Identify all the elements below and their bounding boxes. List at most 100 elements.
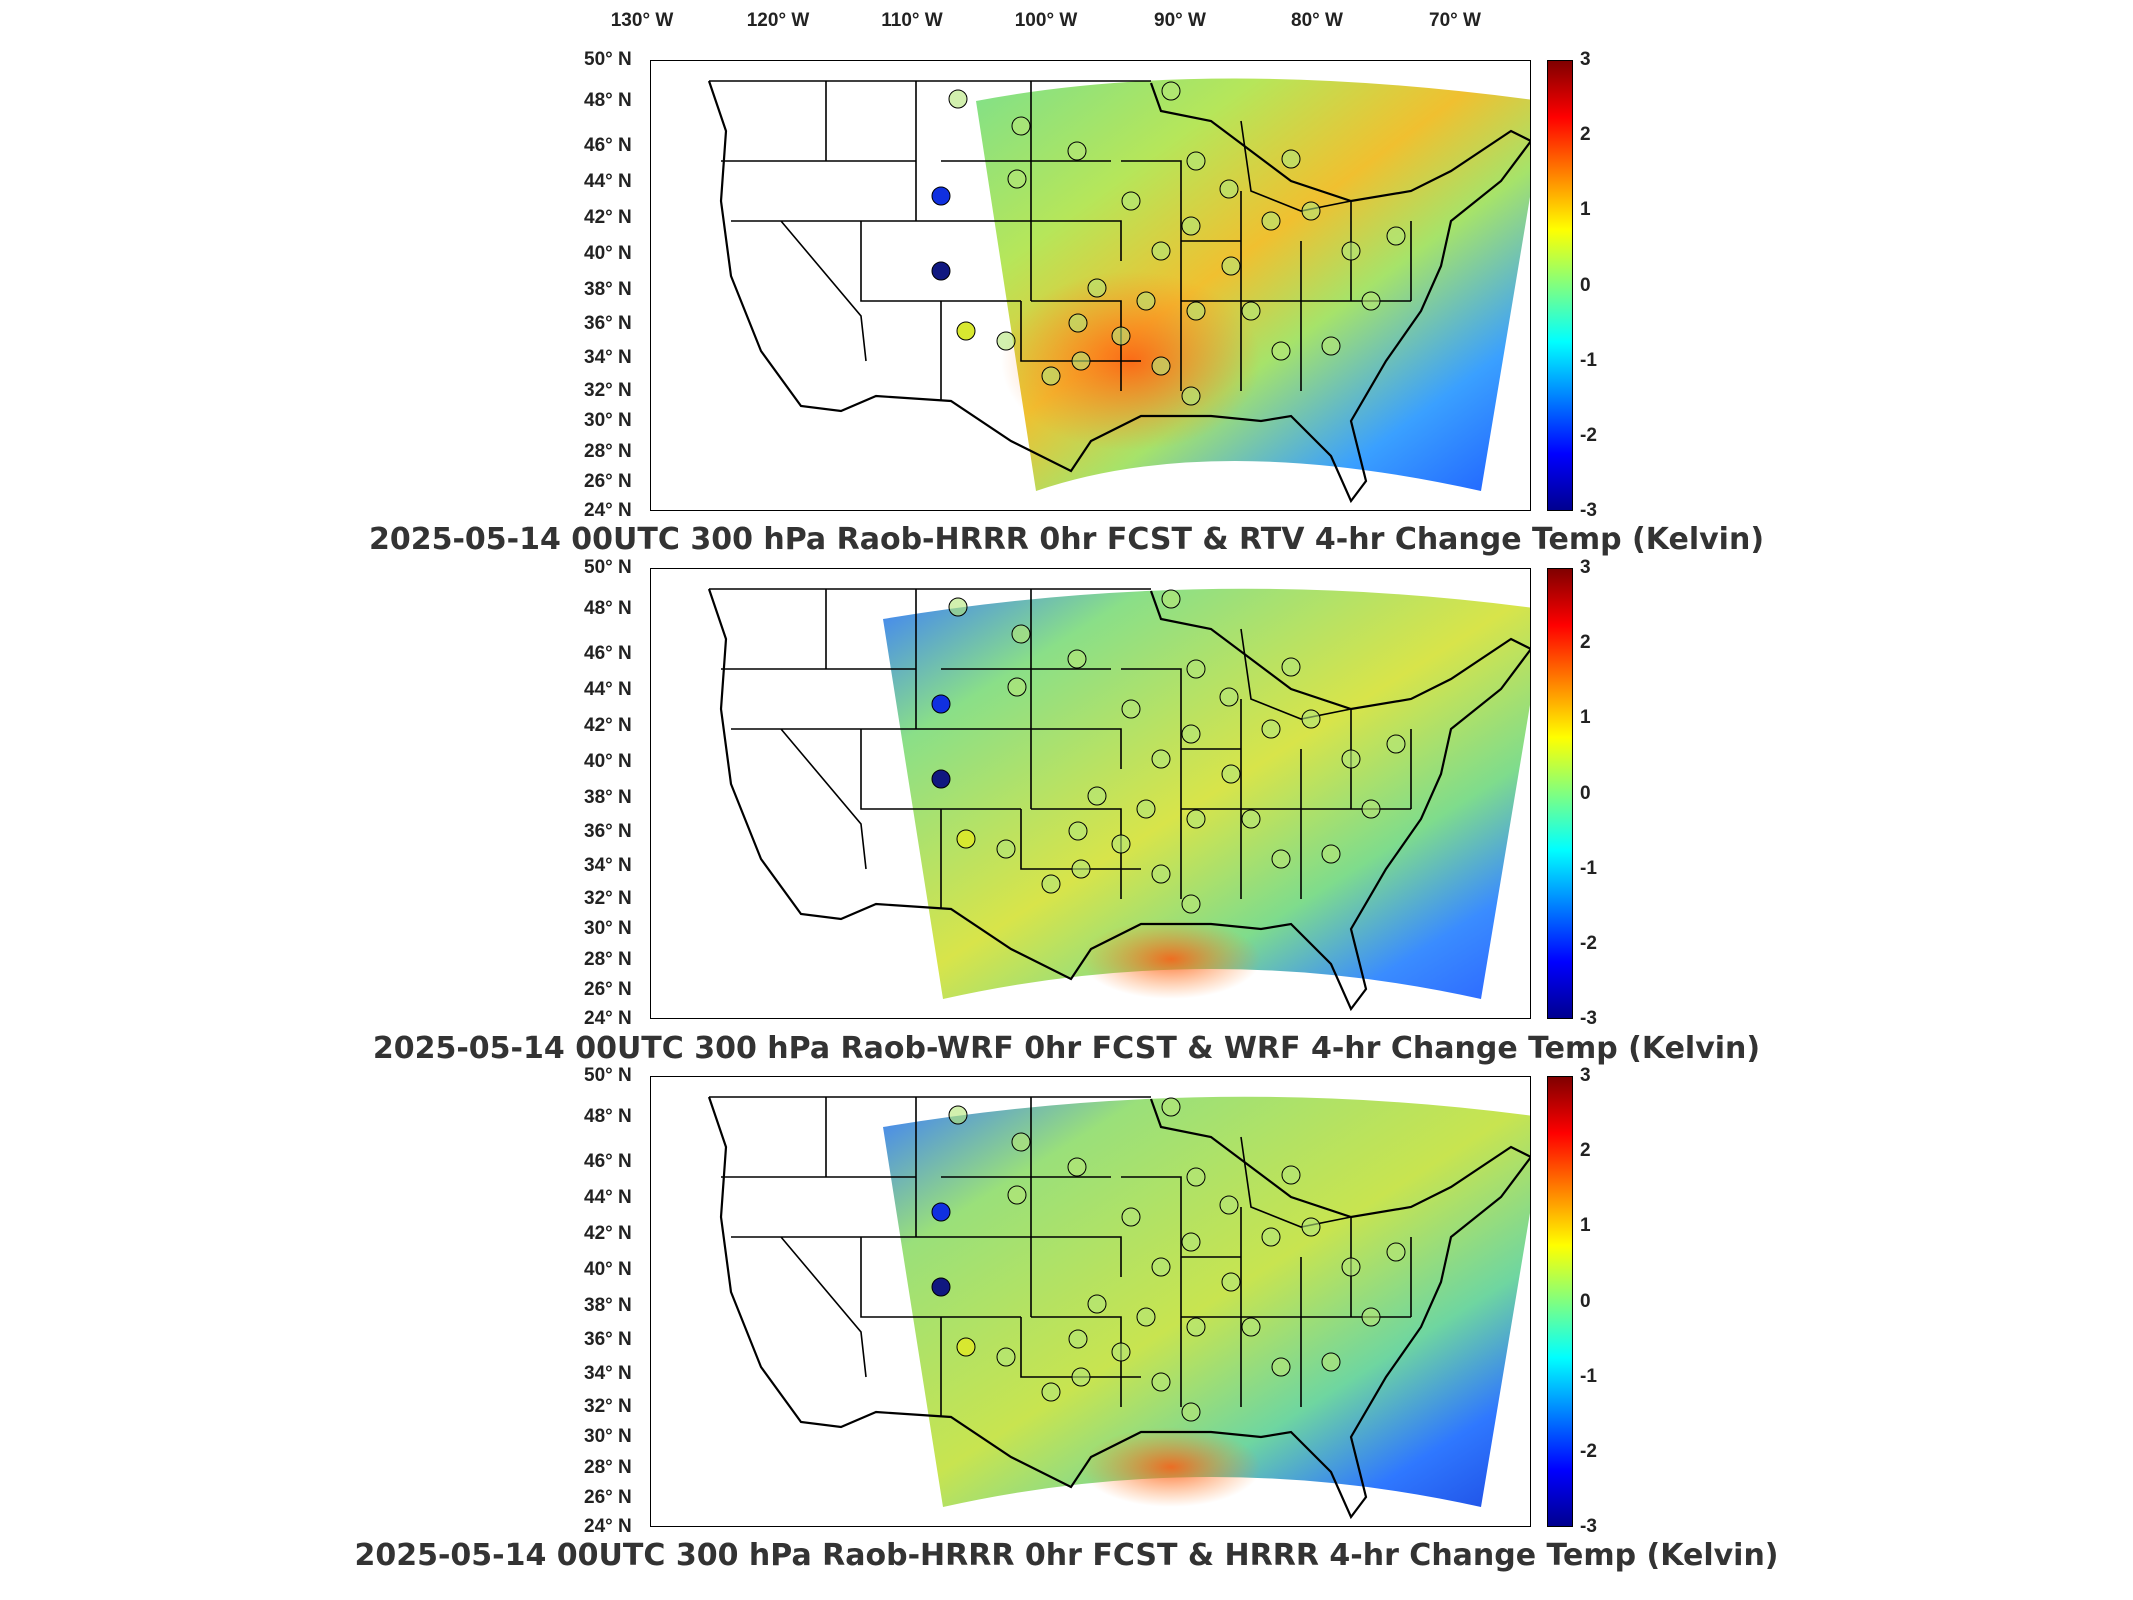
- raob-station-marker: [1261, 719, 1281, 739]
- raob-station-marker: [1361, 1307, 1381, 1327]
- map-panel-3: [650, 1076, 1531, 1527]
- latitude-tick-label: 36° N: [584, 820, 632, 842]
- raob-station-marker: [1087, 278, 1107, 298]
- raob-station-marker: [1136, 291, 1156, 311]
- raob-station-marker: [1221, 256, 1241, 276]
- raob-station-marker: [1281, 149, 1301, 169]
- colorbar-tick-label: 2: [1580, 1140, 1591, 1162]
- raob-station-marker: [1341, 749, 1361, 769]
- raob-station-marker: [1321, 336, 1341, 356]
- latitude-tick-label: 36° N: [584, 312, 632, 334]
- raob-station-marker: [996, 839, 1016, 859]
- colorbar-tick-label: -3: [1580, 1516, 1597, 1537]
- raob-station-marker: [1136, 799, 1156, 819]
- raob-station-marker: [1071, 351, 1091, 371]
- raob-station-marker: [1221, 764, 1241, 784]
- raob-station-marker: [931, 186, 951, 206]
- raob-station-marker: [1301, 1217, 1321, 1237]
- colorbar-tick-label: -3: [1580, 1008, 1597, 1029]
- raob-station-marker: [1087, 786, 1107, 806]
- panel-caption: 2025-05-14 00UTC 300 hPa Raob-HRRR 0hr F…: [354, 1538, 1779, 1573]
- latitude-tick-label: 34° N: [584, 346, 632, 368]
- raob-station-marker: [1271, 341, 1291, 361]
- colorbar-tick-label: -1: [1580, 857, 1597, 879]
- raob-station-marker: [1181, 216, 1201, 236]
- longitude-tick-label: 90° W: [1154, 10, 1206, 31]
- raob-station-marker: [1181, 1402, 1201, 1422]
- colorbar: [1547, 568, 1573, 1019]
- temperature-field: [883, 1096, 1530, 1507]
- latitude-tick-label: 28° N: [584, 949, 632, 971]
- raob-station-marker: [1301, 201, 1321, 221]
- raob-station-marker: [1181, 894, 1201, 914]
- raob-station-marker: [1067, 141, 1087, 161]
- raob-station-marker: [931, 1277, 951, 1297]
- raob-station-marker: [1007, 677, 1027, 697]
- raob-station-marker: [1241, 1317, 1261, 1337]
- raob-station-marker: [1151, 1257, 1171, 1277]
- raob-station-marker: [1241, 301, 1261, 321]
- raob-station-marker: [948, 597, 968, 617]
- raob-station-marker: [1121, 1207, 1141, 1227]
- raob-station-marker: [1121, 699, 1141, 719]
- colorbar-tick-label: 3: [1580, 49, 1591, 70]
- raob-station-marker: [1068, 1329, 1088, 1349]
- latitude-tick-label: 30° N: [584, 409, 632, 431]
- latitude-tick-label: 32° N: [584, 1396, 632, 1418]
- raob-station-marker: [1007, 169, 1027, 189]
- raob-station-marker: [1151, 749, 1171, 769]
- raob-station-marker: [1321, 1352, 1341, 1372]
- colorbar-tick-label: 3: [1580, 557, 1591, 578]
- latitude-tick-label: 42° N: [584, 206, 632, 228]
- raob-station-marker: [1301, 709, 1321, 729]
- raob-station-marker: [1161, 81, 1181, 101]
- latitude-tick-label: 44° N: [584, 170, 632, 192]
- latitude-tick-label: 48° N: [584, 1105, 632, 1127]
- latitude-tick-label: 26° N: [584, 978, 632, 1000]
- latitude-tick-label: 30° N: [584, 1425, 632, 1447]
- latitude-tick-label: 24° N: [584, 1008, 632, 1029]
- latitude-tick-label: 28° N: [584, 1457, 632, 1479]
- latitude-tick-label: 32° N: [584, 380, 632, 402]
- latitude-tick-label: 38° N: [584, 787, 632, 808]
- raob-station-marker: [1181, 724, 1201, 744]
- raob-station-marker: [1386, 1242, 1406, 1262]
- latitude-tick-label: 30° N: [584, 917, 632, 939]
- longitude-tick-label: 130° W: [610, 10, 674, 31]
- raob-station-marker: [1151, 864, 1171, 884]
- latitude-tick-label: 38° N: [584, 1295, 632, 1316]
- raob-station-marker: [1011, 116, 1031, 136]
- raob-station-marker: [948, 1105, 968, 1125]
- raob-station-marker: [1111, 326, 1131, 346]
- raob-station-marker: [956, 829, 976, 849]
- raob-station-marker: [1271, 849, 1291, 869]
- raob-station-marker: [1361, 799, 1381, 819]
- raob-station-marker: [1221, 1272, 1241, 1292]
- latitude-tick-label: 32° N: [584, 888, 632, 910]
- colorbar-tick-label: -1: [1580, 349, 1597, 371]
- conus-map: [707, 78, 1530, 504]
- raob-station-marker: [1161, 1097, 1181, 1117]
- longitude-tick-label: 70° W: [1429, 10, 1481, 31]
- latitude-tick-label: 44° N: [584, 678, 632, 700]
- raob-station-marker: [1281, 657, 1301, 677]
- raob-station-marker: [1111, 1342, 1131, 1362]
- raob-station-marker: [1186, 659, 1206, 679]
- raob-station-marker: [1186, 1167, 1206, 1187]
- raob-station-marker: [1321, 844, 1341, 864]
- colorbar-tick-label: -1: [1580, 1365, 1597, 1387]
- raob-station-marker: [1186, 809, 1206, 829]
- raob-station-marker: [1161, 589, 1181, 609]
- longitude-tick-label: 80° W: [1291, 10, 1343, 31]
- raob-station-marker: [996, 1347, 1016, 1367]
- latitude-tick-label: 38° N: [584, 279, 632, 300]
- latitude-tick-label: 34° N: [584, 854, 632, 876]
- coastline: [707, 588, 1530, 1012]
- latitude-tick-label: 50° N: [584, 1065, 632, 1086]
- latitude-tick-label: 40° N: [584, 750, 632, 772]
- raob-station-marker: [1341, 241, 1361, 261]
- longitude-tick-label: 100° W: [1014, 10, 1078, 31]
- raob-station-marker: [1087, 1294, 1107, 1314]
- raob-station-marker: [1007, 1185, 1027, 1205]
- longitude-tick-label: 120° W: [746, 10, 810, 31]
